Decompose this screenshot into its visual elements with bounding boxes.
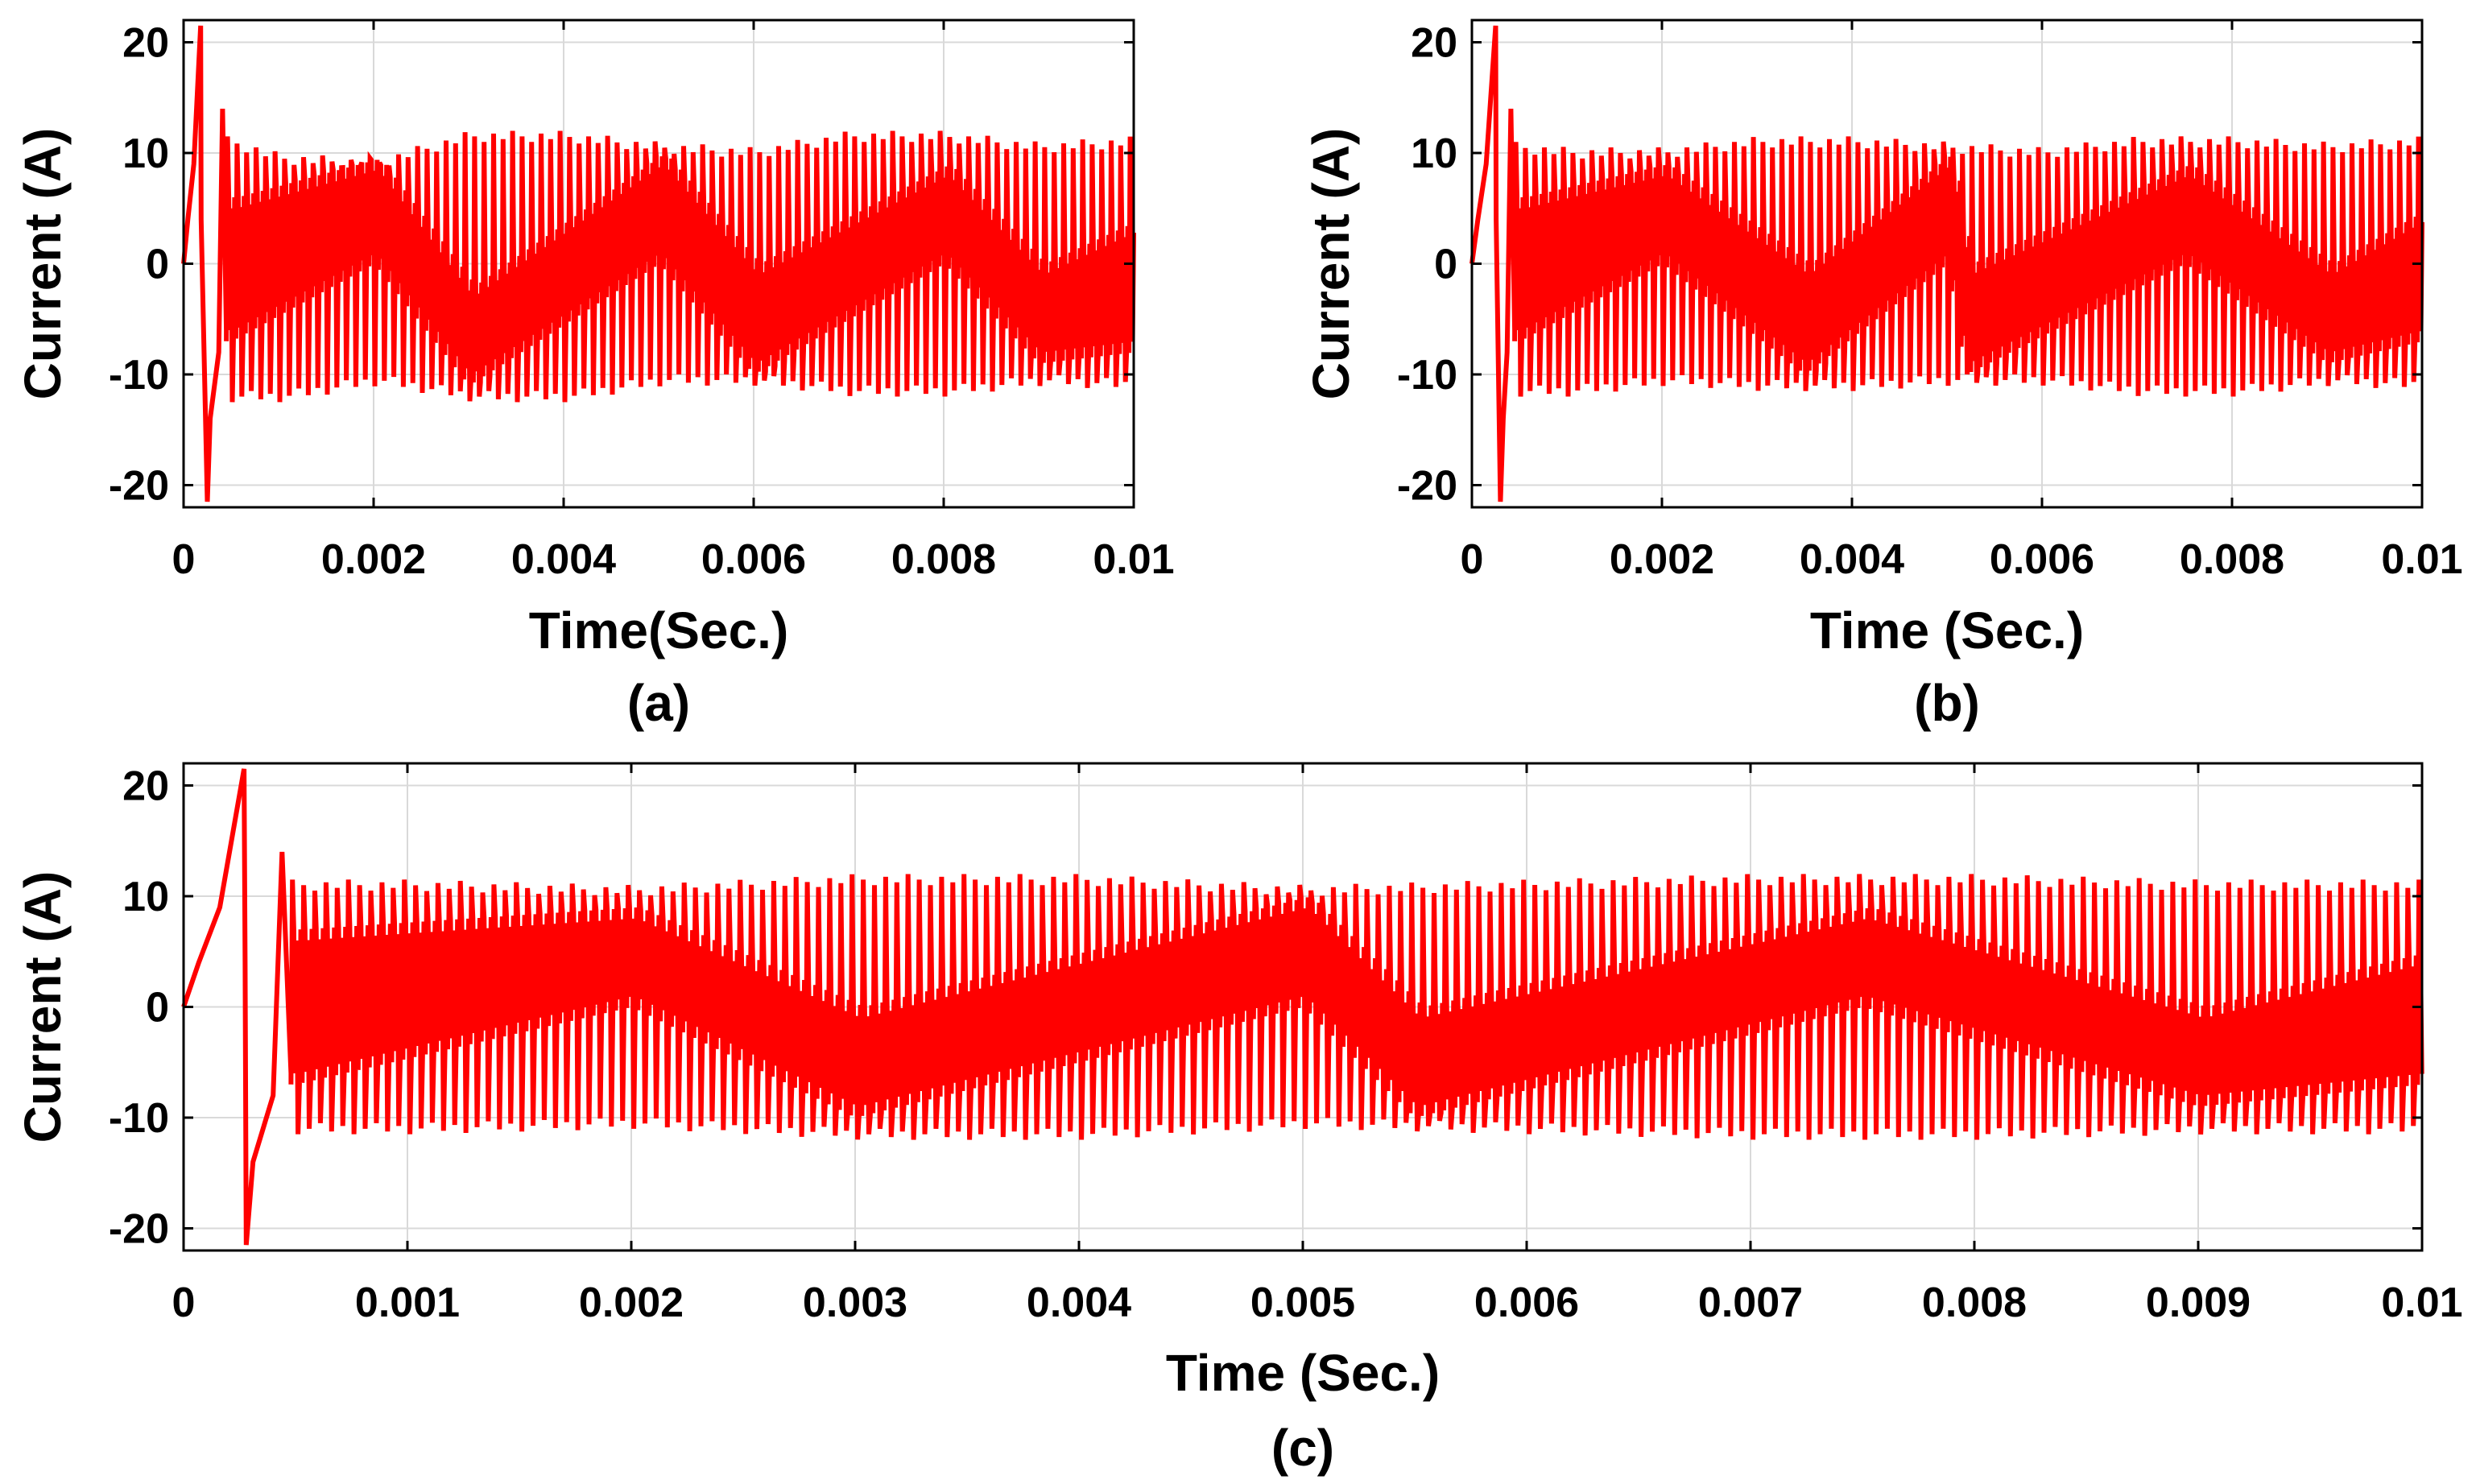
y-tick-label: 20 <box>1411 20 1457 67</box>
y-tick-label: 0 <box>146 985 169 1031</box>
x-axis-label: Time (Sec.) <box>1810 601 2084 659</box>
y-tick-label: 10 <box>122 130 169 177</box>
y-tick-label: 20 <box>122 763 169 810</box>
current-series-line <box>181 768 2424 1246</box>
x-tick-label: 0.009 <box>2146 1279 2251 1326</box>
x-tick-label: 0.006 <box>1990 536 2094 583</box>
chart-panel-a: 0 0.002 0.004 0.006 0.008 0.01 -20 -10 0 10 20 Time… <box>14 19 1175 732</box>
x-tick-label: 0.004 <box>511 536 616 583</box>
x-tick-label: 0.008 <box>1922 1279 2027 1326</box>
x-tick-label: 0.008 <box>891 536 996 583</box>
x-tick-label: 0 <box>1461 536 1484 583</box>
y-tick-label: -20 <box>109 463 169 510</box>
y-tick-label: 0 <box>1434 242 1457 288</box>
y-axis-label: Current (A) <box>14 871 72 1143</box>
y-tick-label: -10 <box>109 1095 169 1142</box>
panel-caption: (a) <box>627 674 690 732</box>
x-tick-label: 0.001 <box>355 1279 460 1326</box>
x-tick-label: 0.01 <box>2381 536 2462 583</box>
x-tick-label: 0.006 <box>701 536 806 583</box>
y-tick-label: -10 <box>109 352 169 399</box>
x-tick-label: 0.002 <box>321 536 426 583</box>
x-axis-label: Time(Sec.) <box>529 601 789 659</box>
y-tick-label: 0 <box>146 242 169 288</box>
y-tick-label: 20 <box>122 20 169 67</box>
x-tick-label: 0.01 <box>1093 536 1174 583</box>
current-series-line <box>181 25 1136 502</box>
y-tick-label: -10 <box>1397 352 1457 399</box>
x-tick-label: 0 <box>172 1279 196 1326</box>
panel-caption: (c) <box>1271 1419 1334 1477</box>
current-series-line <box>1469 25 2424 502</box>
x-tick-label: 0.002 <box>579 1279 684 1326</box>
x-tick-label: 0.008 <box>2180 536 2284 583</box>
y-tick-label: -20 <box>1397 463 1457 510</box>
panel-caption: (b) <box>1914 674 1980 732</box>
x-tick-label: 0.007 <box>1698 1279 1803 1326</box>
x-tick-label: 0.006 <box>1474 1279 1579 1326</box>
y-tick-label: 10 <box>1411 130 1457 177</box>
x-tick-label: 0 <box>172 536 196 583</box>
x-tick-label: 0.005 <box>1250 1279 1355 1326</box>
x-tick-label: 0.003 <box>803 1279 907 1326</box>
y-tick-label: 10 <box>122 874 169 920</box>
y-axis-label: Current (A) <box>1302 128 1360 400</box>
y-axis-label: Current (A) <box>14 128 72 400</box>
x-tick-label: 0.002 <box>1610 536 1714 583</box>
y-tick-label: -20 <box>109 1206 169 1253</box>
chart-panel-b: 0 0.002 0.004 0.006 0.008 0.01 -20 -10 0 10 20 Time… <box>1302 19 2463 732</box>
x-tick-label: 0.01 <box>2381 1279 2462 1326</box>
chart-panel-c: 0 0.001 0.002 0.003 0.004 0.005 0.006 0.007 0.00… <box>14 762 2463 1477</box>
x-tick-label: 0.004 <box>1027 1279 1131 1326</box>
x-tick-label: 0.004 <box>1800 536 1904 583</box>
x-axis-label: Time (Sec.) <box>1166 1344 1440 1402</box>
